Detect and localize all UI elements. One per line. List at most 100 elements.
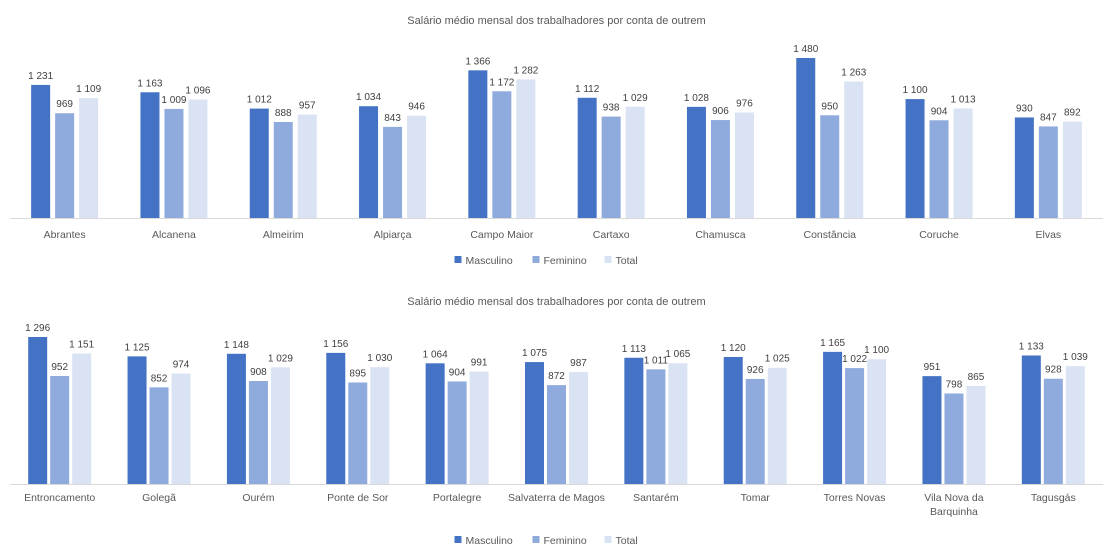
category-label: Alpiarça	[374, 229, 412, 241]
category-label: Chamusca	[695, 229, 745, 241]
bar-total-2-8	[867, 359, 887, 484]
bar-feminino-1-5	[601, 116, 621, 218]
bar-total-2-2	[270, 367, 290, 484]
bar-masculino-1-6	[686, 106, 706, 218]
bar-masculino-1-0	[31, 84, 51, 219]
legend-label-total: Total	[616, 255, 638, 267]
data-label: 1 013	[951, 94, 976, 105]
legend-swatch-total	[604, 536, 612, 543]
data-label: 946	[408, 102, 425, 113]
data-label: 974	[173, 360, 190, 371]
bar-masculino-2-0	[28, 337, 48, 484]
data-label: 1 231	[28, 71, 53, 82]
data-label: 1 039	[1063, 352, 1088, 363]
bar-masculino-1-4	[468, 70, 488, 218]
data-label: 1 012	[247, 95, 272, 106]
data-label: 951	[924, 362, 941, 373]
data-label: 1 100	[903, 85, 928, 96]
bar-masculino-1-9	[1014, 117, 1034, 218]
bar-total-2-10	[1065, 366, 1085, 484]
data-label: 1 366	[465, 56, 490, 67]
data-label: 1 282	[513, 65, 538, 76]
legend-swatch-total	[604, 256, 612, 263]
data-label: 1 112	[575, 84, 600, 95]
bar-masculino-2-10	[1021, 355, 1041, 484]
bar-masculino-1-1	[140, 92, 160, 218]
bar-feminino-2-4	[447, 381, 467, 484]
category-label: Elvas	[1036, 229, 1062, 241]
data-label: 906	[712, 106, 729, 117]
bar-masculino-2-7	[723, 356, 743, 484]
category-label: Santarém	[633, 492, 679, 504]
category-label: Cartaxo	[593, 229, 630, 241]
data-label: 976	[736, 98, 753, 109]
data-label: 908	[250, 367, 267, 378]
data-label: 1 133	[1019, 341, 1044, 352]
category-label: Portalegre	[433, 492, 482, 504]
data-label: 1 100	[864, 345, 889, 356]
bar-total-1-1	[188, 99, 208, 218]
data-label: 1 163	[137, 78, 162, 89]
category-label: Golegã	[142, 492, 176, 504]
category-label: Tomar	[741, 492, 771, 504]
data-label: 1 172	[489, 77, 514, 88]
bar-feminino-2-6	[646, 369, 666, 484]
data-label: 1 148	[224, 340, 249, 351]
data-label: 1 296	[25, 323, 50, 334]
bar-feminino-1-9	[1038, 126, 1058, 218]
bar-total-1-8	[953, 108, 973, 218]
data-label: 852	[151, 373, 168, 384]
bar-total-1-4	[516, 79, 536, 219]
data-label: 1 022	[842, 354, 867, 365]
bar-total-1-0	[79, 98, 99, 218]
category-label: Abrantes	[44, 229, 86, 241]
bar-masculino-1-3	[359, 106, 379, 218]
bar-total-2-9	[966, 385, 986, 484]
bar-feminino-1-3	[383, 126, 403, 218]
bar-feminino-2-1	[149, 387, 169, 484]
category-label: Tagusgás	[1031, 492, 1076, 504]
data-label: 1 011	[644, 355, 669, 366]
data-label: 1 075	[522, 348, 547, 359]
chart-title-1: Salário médio mensal dos trabalhadores p…	[407, 15, 705, 27]
data-label: 1 151	[69, 339, 94, 350]
category-label: Torres Novas	[824, 492, 886, 504]
data-label: 930	[1016, 103, 1033, 114]
legend-label-feminino: Feminino	[544, 255, 587, 267]
bar-total-2-3	[370, 367, 390, 484]
data-label: 957	[299, 101, 316, 112]
data-label: 843	[384, 113, 401, 124]
bar-total-2-4	[469, 371, 489, 484]
bar-feminino-2-3	[348, 382, 368, 484]
bar-masculino-2-5	[525, 362, 544, 484]
legend-swatch-masculino	[454, 256, 462, 263]
bar-masculino-2-3	[326, 352, 346, 484]
data-label: 926	[747, 365, 764, 376]
bar-masculino-2-4	[425, 363, 445, 484]
bar-total-1-9	[1062, 121, 1082, 218]
bar-feminino-2-2	[248, 381, 268, 484]
data-label: 1 028	[684, 93, 709, 104]
bar-feminino-2-9	[944, 393, 964, 484]
category-label: Coruche	[919, 229, 959, 241]
data-label: 1 096	[185, 86, 210, 97]
category-label: Vila Nova da Barquinha	[924, 492, 984, 518]
data-label: 1 025	[765, 354, 790, 365]
data-label: 1 480	[793, 44, 818, 55]
data-label: 1 109	[76, 84, 101, 95]
chart-title-2: Salário médio mensal dos trabalhadores p…	[407, 296, 705, 308]
data-label: 1 156	[323, 339, 348, 350]
category-label: Ponte de Sor	[327, 492, 389, 504]
data-label: 950	[821, 101, 838, 112]
data-label: 928	[1045, 365, 1062, 376]
bar-masculino-1-8	[905, 99, 925, 218]
data-label: 888	[275, 108, 292, 119]
category-label: Campo Maior	[470, 229, 534, 241]
bar-feminino-1-1	[164, 108, 184, 218]
data-label: 892	[1064, 108, 1081, 119]
bar-feminino-2-5	[547, 385, 566, 484]
bar-masculino-1-7	[796, 58, 816, 218]
bar-feminino-1-8	[929, 120, 949, 218]
data-label: 938	[603, 103, 620, 114]
